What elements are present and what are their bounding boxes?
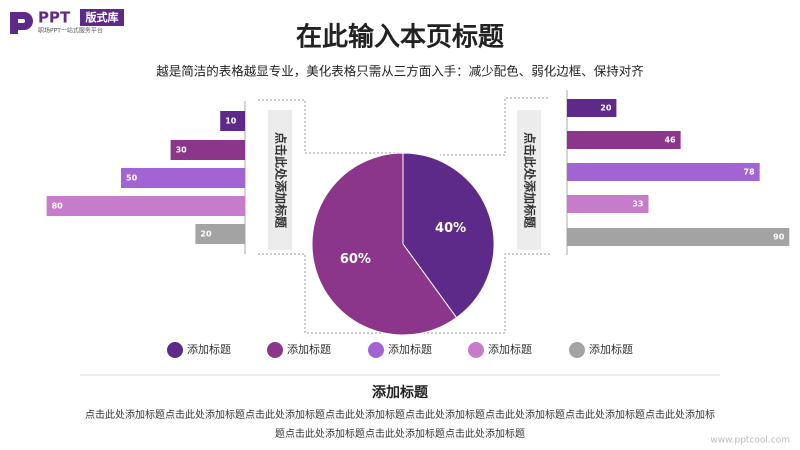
bar-value-label: 80 xyxy=(52,202,64,211)
pie-label: 40% xyxy=(435,221,466,236)
bar xyxy=(195,224,245,244)
connector xyxy=(440,97,548,156)
connector xyxy=(258,99,403,154)
logo-brand: PPT xyxy=(38,9,71,27)
pie-label: 60% xyxy=(340,252,371,267)
title: 在此输入本页标题 xyxy=(296,22,504,53)
side-label: 点击此处添加标题 xyxy=(523,132,538,229)
side-box xyxy=(517,110,541,250)
bar-value-label: 78 xyxy=(744,168,756,177)
bar-value-label: 30 xyxy=(176,146,188,155)
bar xyxy=(567,195,649,213)
watermark: www.pptcool.com xyxy=(710,436,790,446)
logo-badge-bg xyxy=(80,9,124,26)
bar-value-label: 10 xyxy=(225,117,237,126)
side-label: 点击此处添加标题 xyxy=(274,132,289,229)
legend-swatch xyxy=(167,342,183,358)
bar-value-label: 50 xyxy=(126,174,138,183)
bar xyxy=(220,111,245,131)
bar-value-label: 20 xyxy=(200,230,212,239)
bar xyxy=(46,196,245,216)
pie-slice xyxy=(402,152,495,319)
pie-slice xyxy=(311,152,458,336)
legend-swatch xyxy=(569,342,585,358)
legend-label: 添加标题 xyxy=(187,342,231,356)
side-box xyxy=(268,110,292,250)
legend-swatch xyxy=(267,342,283,358)
legend-label: 添加标题 xyxy=(488,342,532,356)
bar xyxy=(567,163,760,181)
legend-label: 添加标题 xyxy=(589,342,633,356)
bar xyxy=(121,168,245,188)
logo-mark xyxy=(10,12,33,34)
logo-badge: 版式库 xyxy=(86,10,119,24)
bar xyxy=(567,99,617,117)
bar xyxy=(567,131,681,149)
logo-tagline: 职场PPT一站式服务平台 xyxy=(38,27,103,35)
footer-text: 点击此处添加标题点击此处添加标题点击此处添加标题点击此处添加标题点击此处添加标题… xyxy=(85,410,715,440)
bar-value-label: 46 xyxy=(664,136,676,145)
subtitle: 越是简洁的表格越显专业，美化表格只需从三方面入手：减少配色、弱化边框、保持对齐 xyxy=(156,64,644,79)
bar xyxy=(567,228,790,246)
legend-swatch xyxy=(468,342,484,358)
bar-value-label: 33 xyxy=(632,200,643,209)
legend-swatch xyxy=(368,342,384,358)
legend-label: 添加标题 xyxy=(287,342,331,356)
bar xyxy=(170,140,245,160)
footer-title: 添加标题 xyxy=(372,384,429,401)
legend-label: 添加标题 xyxy=(388,342,432,356)
bar-value-label: 20 xyxy=(600,104,612,113)
bar-value-label: 90 xyxy=(773,233,785,242)
